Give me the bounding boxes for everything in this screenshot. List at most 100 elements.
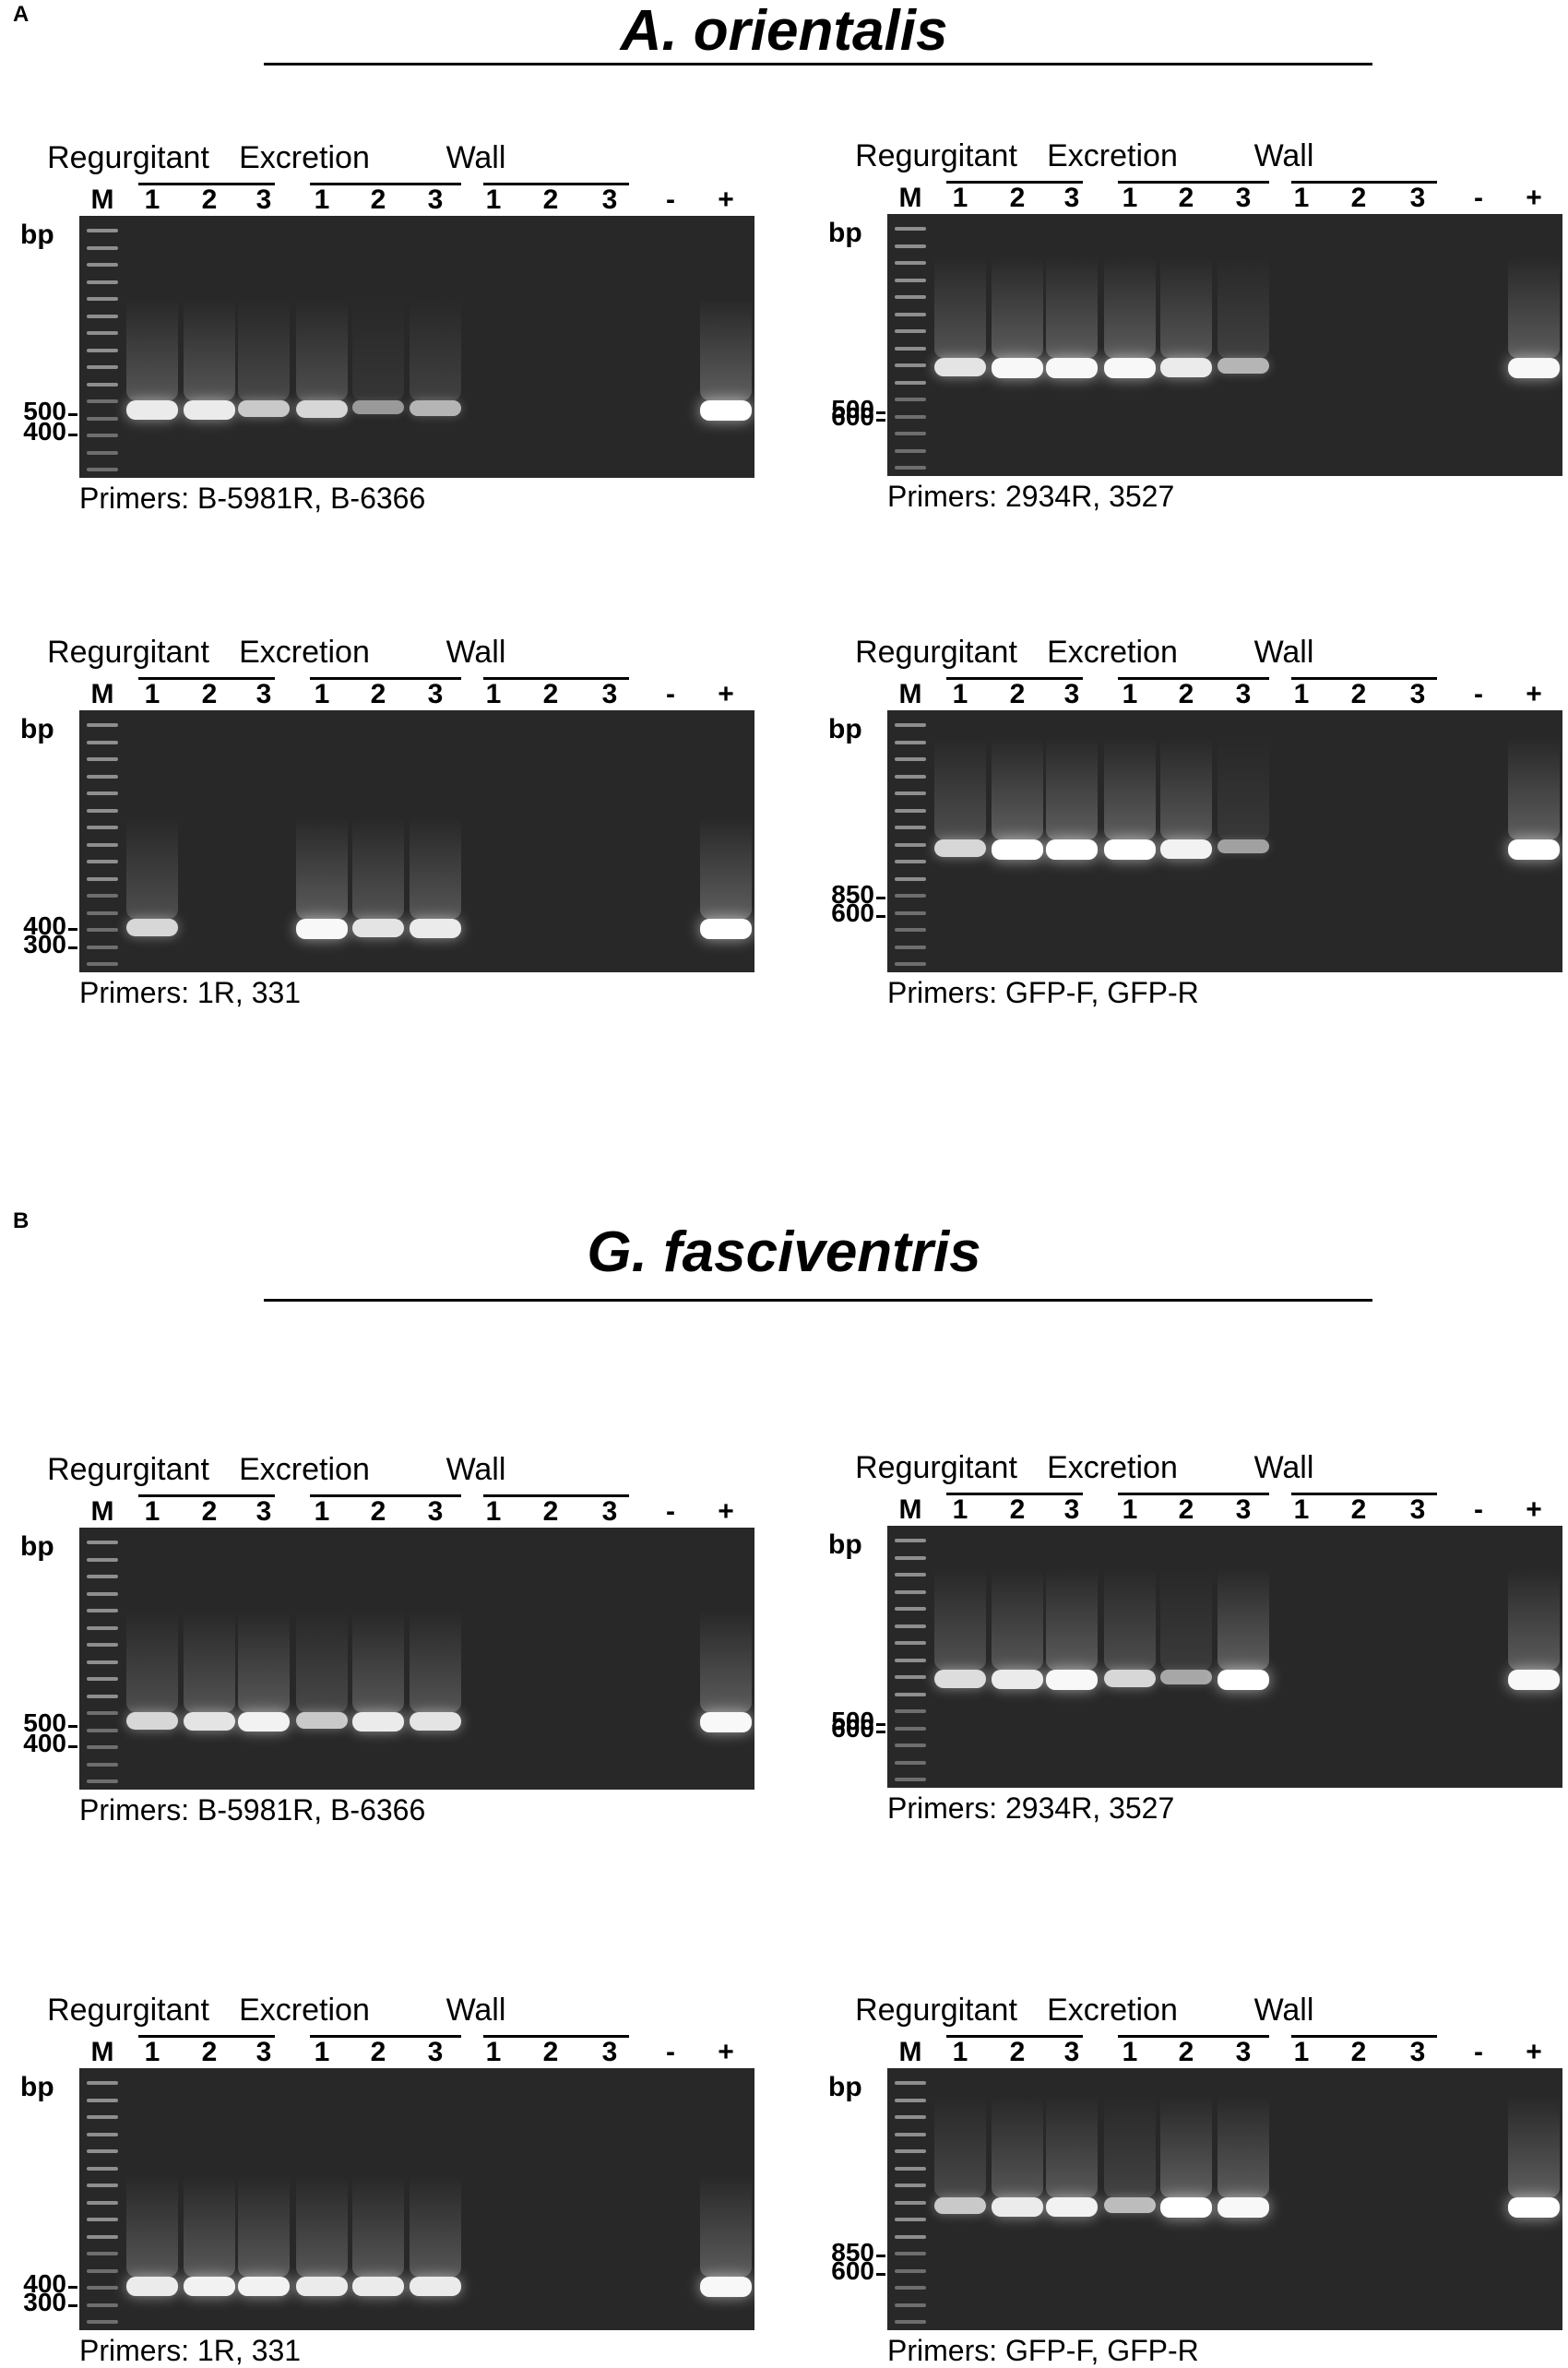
size-tick [876, 2273, 885, 2276]
dna-band [296, 2277, 348, 2296]
band-smear [352, 2175, 404, 2277]
band-smear [934, 256, 986, 358]
ladder-band [895, 295, 926, 299]
lane-label: 2 [1009, 1494, 1026, 1525]
ladder-band [87, 860, 118, 863]
group-rule [1118, 1493, 1269, 1495]
lane-label: 2 [201, 1496, 218, 1527]
band-smear [1218, 2096, 1269, 2197]
ladder-band [87, 1625, 118, 1630]
bp-label: bp [20, 1531, 54, 1562]
dna-band [1218, 358, 1269, 374]
lane-label: - [666, 679, 675, 709]
lane-label: 2 [370, 1496, 386, 1527]
ladder-band [87, 1609, 118, 1612]
ladder-band [895, 2268, 926, 2273]
lane-label: 1 [485, 184, 502, 215]
dna-band [1508, 2197, 1560, 2218]
group-label: Wall [1253, 1993, 1314, 2028]
group-label: Regurgitant [855, 1993, 1017, 2028]
ladder-band [87, 348, 118, 352]
ladder-band [895, 1589, 926, 1594]
lane-label: 1 [144, 679, 160, 709]
lane-label: 3 [427, 679, 444, 709]
dna-band [238, 2277, 290, 2296]
primer-caption: Primers: 1R, 331 [79, 2334, 302, 2367]
band-smear [1160, 2096, 1212, 2197]
band-smear [700, 2175, 752, 2277]
species-title: A. orientalis [620, 0, 948, 63]
ladder-band [87, 263, 118, 267]
ladder-band [895, 2149, 926, 2153]
lane-label: 3 [427, 2037, 444, 2067]
group-label: Excretion [239, 635, 370, 670]
group-rule [483, 183, 629, 185]
band-smear [296, 817, 348, 919]
ladder-band [895, 2234, 926, 2239]
band-smear [700, 299, 752, 400]
lane-label: 1 [144, 184, 160, 215]
lane-label: 3 [601, 2037, 618, 2067]
lane-label: 2 [542, 679, 559, 709]
ladder-band [895, 894, 926, 898]
lane-label: 3 [1409, 183, 1426, 213]
dna-band [410, 919, 461, 938]
lane-label: 3 [1063, 679, 1080, 709]
dna-band [296, 919, 348, 939]
lane-label: + [1526, 679, 1542, 709]
lane-label: 1 [1293, 2037, 1310, 2067]
size-label: 400 [23, 911, 66, 940]
ladder-band [87, 791, 118, 795]
group-rule [310, 183, 461, 185]
dna-band [1218, 2197, 1269, 2218]
dna-band [352, 919, 404, 937]
band-smear [1046, 738, 1098, 839]
ladder-band [87, 2268, 118, 2273]
size-tick [68, 2304, 77, 2307]
lane-label: 2 [1350, 1494, 1367, 1525]
band-smear [700, 1611, 752, 1712]
ladder-band [87, 2234, 118, 2239]
gel-image [887, 214, 1562, 476]
ladder-band [87, 331, 118, 335]
primer-caption: Primers: B-5981R, B-6366 [79, 482, 426, 515]
band-smear [184, 2175, 235, 2277]
ladder-band [87, 894, 118, 898]
ladder-band [895, 1573, 926, 1577]
lane-label: 1 [952, 1494, 968, 1525]
lane-label: 2 [1009, 679, 1026, 709]
group-rule [483, 1494, 629, 1497]
panel-letter: A [13, 2, 30, 27]
primer-caption: Primers: B-5981R, B-6366 [79, 1793, 426, 1827]
size-tick [68, 1745, 77, 1748]
dna-band [1160, 2197, 1212, 2218]
lane-label: M [898, 679, 922, 709]
ladder-band [87, 229, 118, 232]
lane-label: 1 [952, 183, 968, 213]
band-smear [1160, 256, 1212, 358]
lane-label: 2 [370, 679, 386, 709]
band-smear [1104, 1568, 1156, 1670]
size-label: 500 [831, 1707, 874, 1735]
size-label: 500 [23, 397, 66, 425]
ladder-band [895, 2303, 926, 2307]
dna-band [296, 1712, 348, 1729]
dna-band [1046, 2197, 1098, 2217]
dna-band [1160, 358, 1212, 377]
size-label: 600 [831, 402, 874, 431]
ladder-band [895, 842, 926, 847]
group-label: Wall [445, 140, 506, 175]
band-smear [126, 1611, 178, 1712]
ladder-band [87, 1660, 118, 1664]
ladder-band [87, 1728, 118, 1732]
ladder-band [87, 1591, 118, 1596]
lane-label: + [718, 184, 734, 215]
ladder-band [895, 1555, 926, 1560]
ladder-band [87, 297, 118, 301]
ladder-band [895, 363, 926, 367]
gel-image [79, 710, 754, 972]
bp-label: bp [20, 714, 54, 744]
band-smear [1218, 256, 1269, 358]
ladder-band [895, 244, 926, 248]
ladder-band [895, 2081, 926, 2085]
